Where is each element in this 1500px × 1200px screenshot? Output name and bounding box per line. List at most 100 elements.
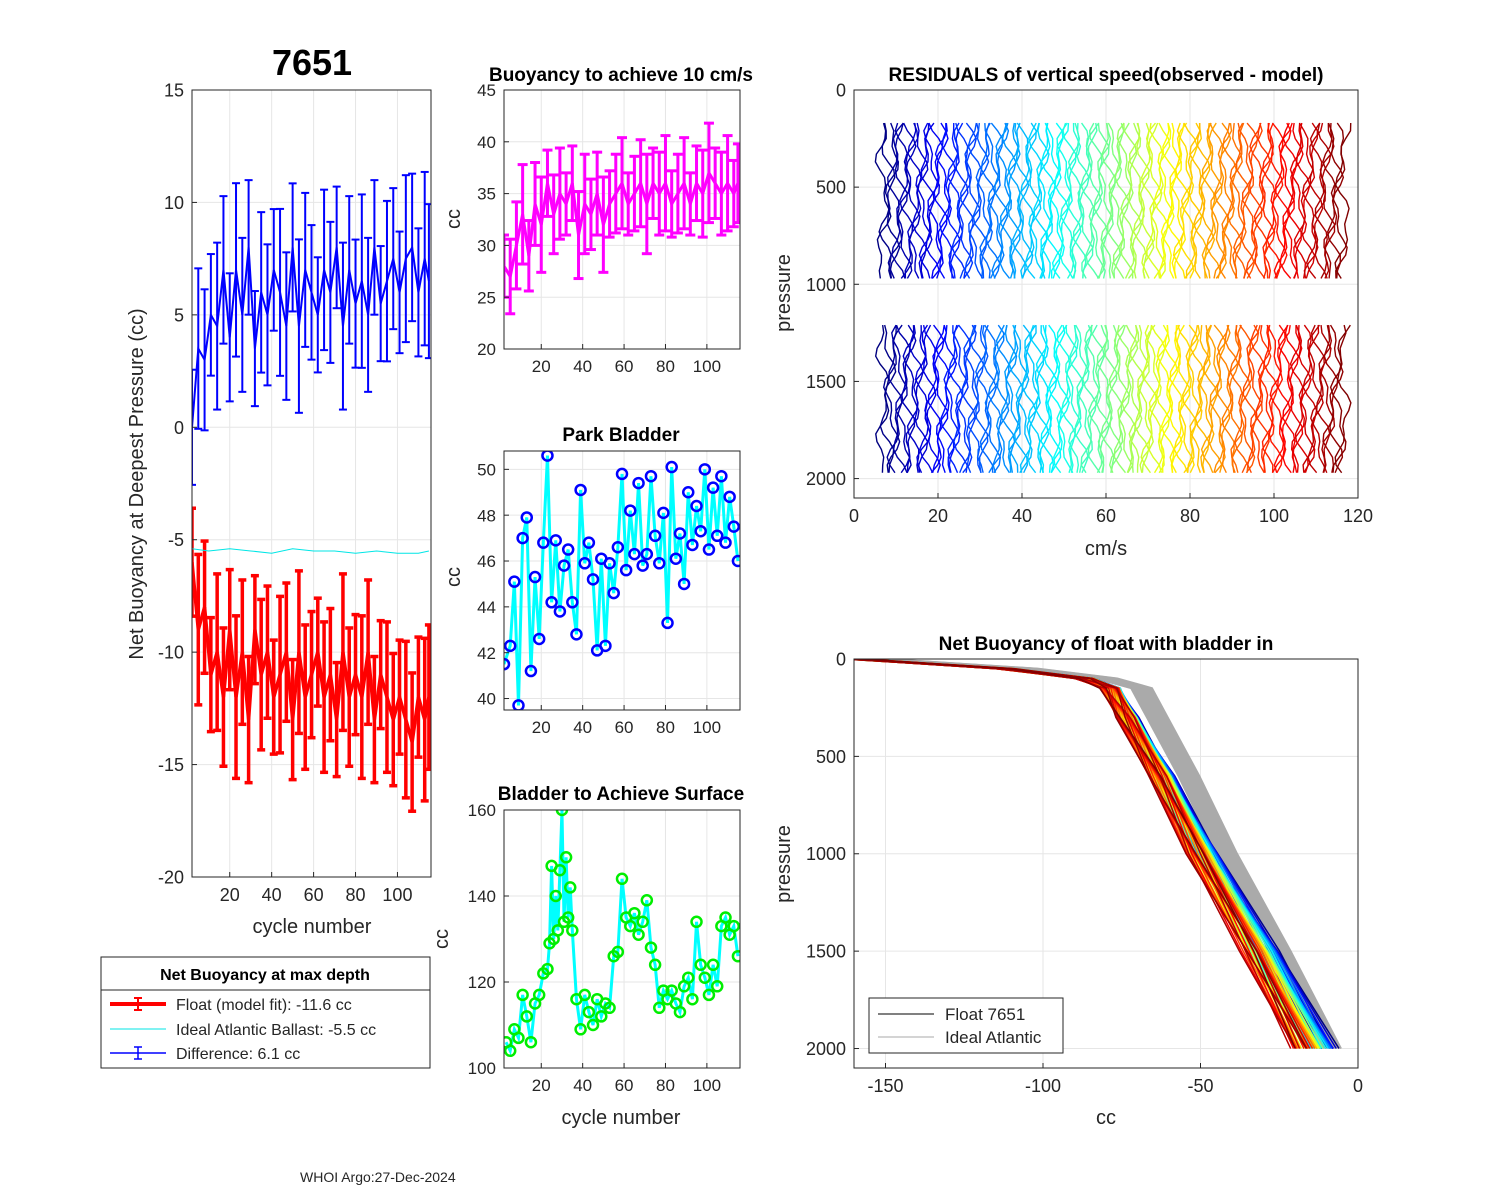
park-bladder-marker	[624, 504, 637, 517]
park-bladder-marker	[566, 596, 579, 609]
park-bladder-x-tick-label: 100	[693, 718, 721, 737]
residuals-profile-line	[1004, 324, 1021, 473]
park-bladder-marker	[648, 529, 662, 543]
residuals-series-group	[874, 122, 1352, 474]
residuals-profile-line	[1289, 325, 1306, 473]
net-buoyancy-x-tick-label: 60	[304, 885, 324, 905]
residuals-profile-line	[964, 122, 981, 279]
residuals-xlabel: cm/s	[1085, 538, 1127, 560]
residuals-profile-line	[935, 324, 950, 473]
buoyancy-10cms-x-tick-label: 60	[615, 357, 634, 376]
bladder-surface-x-tick-label: 80	[656, 1076, 675, 1095]
net-buoyancy-series-group	[192, 170, 431, 813]
park-bladder-marker	[653, 557, 666, 570]
data-layer	[192, 121, 1352, 1058]
park-bladder-marker	[640, 547, 654, 561]
residuals-profile-line	[1209, 122, 1227, 279]
park-bladder-marker	[508, 575, 521, 588]
residuals-profile-line	[987, 122, 1005, 279]
park-bladder-marker	[706, 481, 720, 494]
bladder-surface-marker	[563, 881, 577, 894]
bladder-surface-axes-box	[503, 809, 741, 1069]
residuals-profile-line	[1145, 122, 1163, 279]
net-buoyancy-bladder-in-series-group	[854, 659, 1342, 1049]
residuals-profile-line	[955, 324, 973, 474]
park-bladder-y-tick-label: 48	[477, 506, 496, 525]
residuals-profile-line	[1302, 325, 1320, 473]
residuals-profile-line	[1084, 324, 1102, 474]
residuals-profile-line	[1028, 122, 1046, 279]
residuals-profile-line	[1140, 324, 1157, 474]
park-bladder-marker	[657, 506, 670, 520]
residuals-profile-line	[1233, 325, 1252, 473]
residuals-x-tick-label: 60	[1096, 506, 1116, 526]
residuals-profile-line	[1310, 324, 1328, 474]
residuals-profile-line	[1065, 324, 1082, 473]
residuals-profile-line	[1137, 324, 1154, 473]
park-bladder-y-tick-label: 42	[477, 644, 496, 663]
net-buoyancy-bladder-in-ideal-line	[887, 659, 1342, 1049]
residuals-profile-line	[1040, 324, 1058, 473]
park-bladder-marker	[690, 499, 703, 513]
residuals-profile-line	[1156, 325, 1174, 473]
residuals-profile-line	[934, 122, 952, 279]
residuals-profile-line	[1085, 122, 1103, 279]
bladder-surface-marker	[595, 1010, 608, 1023]
residuals-x-tick-label: 80	[1180, 506, 1200, 526]
residuals-profile-line	[1205, 324, 1223, 473]
bladder-surface-xlabel: cycle number	[562, 1107, 681, 1129]
residuals-profile-line	[1008, 324, 1024, 473]
residuals-x-tick-label: 120	[1343, 506, 1373, 526]
residuals-profile-line	[1334, 324, 1352, 474]
residuals-profile-line	[1273, 122, 1292, 279]
park-bladder-marker	[545, 596, 558, 609]
residuals-profile-line	[1016, 122, 1034, 279]
park-bladder-title: Park Bladder	[562, 425, 680, 446]
bladder-surface-marker	[640, 894, 654, 907]
residuals-profile-line	[1200, 324, 1218, 474]
bladder-surface-marker	[624, 919, 637, 933]
residuals-profile-line	[891, 324, 908, 474]
bladder-surface-marker	[532, 988, 546, 1002]
net-buoyancy-y-tick-label: -5	[168, 530, 184, 550]
bladder-surface-marker	[719, 911, 732, 924]
residuals-profile-line	[1233, 122, 1251, 279]
bladder-surface-title: Bladder to Achieve Surface	[498, 784, 744, 805]
net-buoyancy-plot-area	[192, 90, 431, 877]
net-buoyancy-xlabel: cycle number	[253, 916, 372, 938]
buoyancy-10cms-ylabel: cc	[443, 209, 465, 229]
park-bladder-marker	[549, 534, 563, 547]
residuals-profile-line	[1056, 122, 1074, 279]
residuals-x-tick-label: 0	[849, 506, 859, 526]
residuals-profile-line	[1138, 122, 1155, 279]
legend-bladder-in: Float 7651 Ideal Atlantic	[868, 997, 1064, 1054]
park-bladder-marker	[504, 639, 517, 653]
park-bladder-marker	[661, 616, 674, 630]
net-buoyancy-y-tick-label: 5	[174, 305, 184, 325]
bladder-surface-marker	[686, 992, 699, 1006]
residuals-x-tick-label: 100	[1259, 506, 1289, 526]
residuals-profile-line	[952, 325, 969, 473]
net-buoyancy-series-line-1	[192, 548, 430, 554]
buoyancy-10cms-y-tick-label: 25	[477, 288, 496, 307]
bladder-surface-y-tick-label: 100	[468, 1059, 496, 1078]
footer-label: WHOI Argo:27-Dec-2024	[300, 1169, 456, 1185]
residuals-profile-line	[1093, 122, 1110, 279]
park-bladder-marker	[578, 557, 591, 570]
residuals-profile-line	[1134, 324, 1150, 473]
park-bladder-marker	[715, 469, 728, 483]
residuals-profile-line	[1282, 324, 1299, 473]
residuals-profile-line	[1011, 122, 1030, 279]
net-buoyancy-x-tick-label: 40	[262, 885, 282, 905]
park-bladder-series-group	[504, 451, 740, 710]
residuals-profile-line	[874, 122, 892, 279]
legend-difference-label: Difference: 6.1 cc	[176, 1046, 300, 1063]
residuals-y-tick-label: 1500	[806, 372, 846, 392]
residuals-profile-line	[1106, 324, 1123, 473]
buoyancy-10cms-y-tick-label: 20	[477, 340, 496, 359]
residuals-profile-line	[1088, 122, 1106, 279]
residuals-profile-line	[1121, 324, 1139, 474]
park-bladder-marker	[599, 639, 612, 653]
buoyancy-10cms-y-tick-label: 35	[477, 185, 496, 204]
residuals-profile-line	[1074, 324, 1090, 474]
